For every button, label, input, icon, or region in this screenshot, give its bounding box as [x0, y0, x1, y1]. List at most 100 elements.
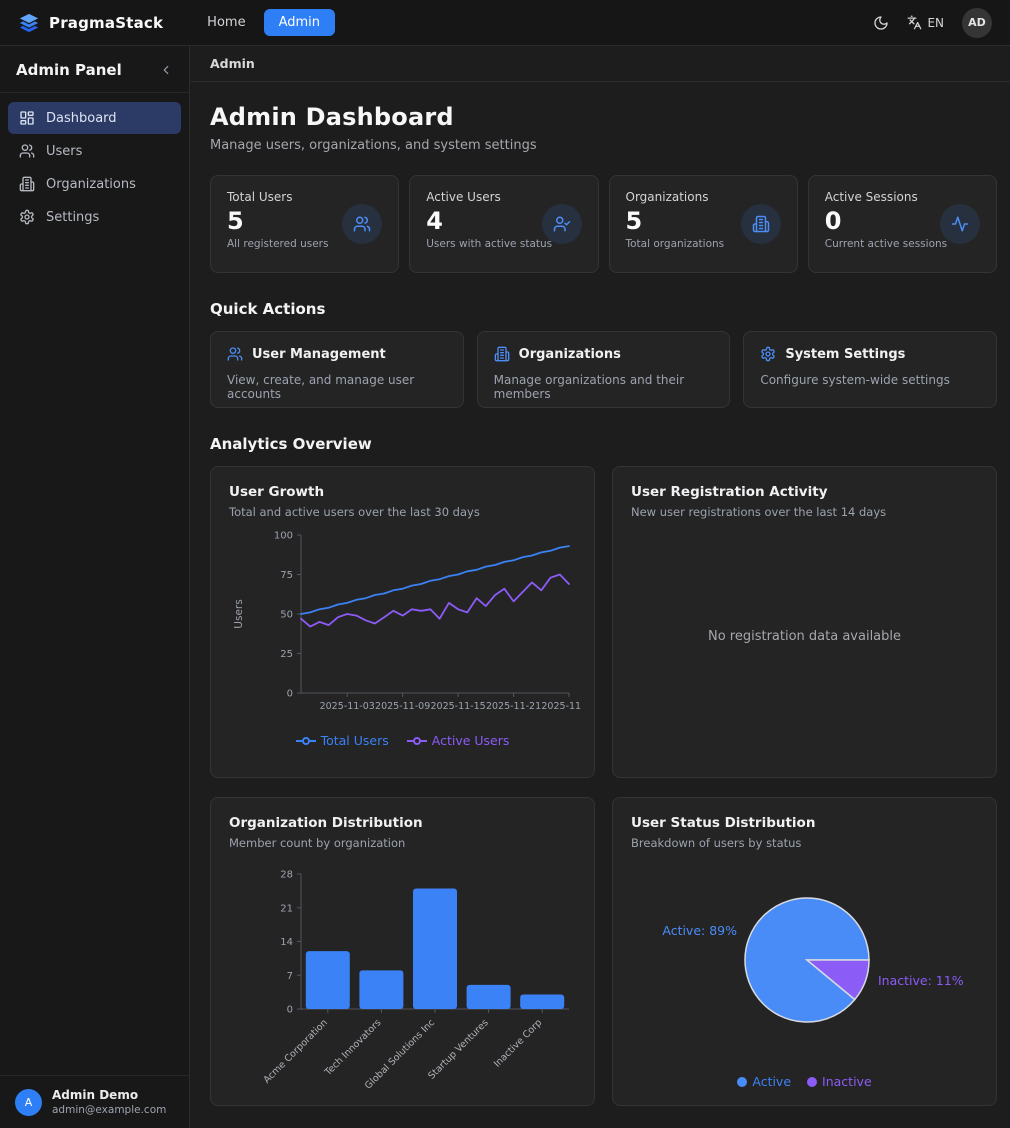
stat-value: 5	[227, 207, 244, 235]
action-card-organizations[interactable]: Organizations Manage organizations and t…	[476, 331, 731, 408]
stat-label: Organizations	[625, 190, 709, 204]
sidebar-item-label: Organizations	[46, 176, 136, 192]
stat-description: All registered users	[227, 238, 329, 250]
moon-icon	[873, 15, 889, 31]
brand-name: PragmaStack	[49, 13, 164, 32]
stat-value: 4	[426, 207, 443, 235]
svg-text:14: 14	[280, 937, 293, 948]
building-icon	[19, 176, 35, 192]
svg-text:21: 21	[280, 903, 293, 914]
building-icon	[494, 346, 510, 362]
theme-toggle-button[interactable]	[873, 15, 889, 31]
svg-text:2025-11-27: 2025-11-27	[541, 701, 581, 712]
stat-card-active-sessions: Active Sessions 0 Current active session…	[807, 175, 997, 273]
svg-text:2025-11-21: 2025-11-21	[486, 701, 541, 712]
chart-subtitle: Breakdown of users by status	[631, 836, 802, 850]
breadcrumb-bar: Admin	[190, 46, 1010, 82]
sidebar-item-dashboard[interactable]: Dashboard	[8, 102, 181, 134]
action-description: Configure system-wide settings	[760, 373, 950, 387]
users-icon	[19, 143, 35, 159]
top-navbar: PragmaStack Home Admin EN AD	[0, 0, 1010, 46]
stat-card-active-users: Active Users 4 Users with active status	[409, 175, 599, 273]
stat-value: 0	[824, 207, 842, 235]
stat-value: 5	[625, 207, 643, 235]
legend-item-total-users[interactable]: Total Users	[295, 733, 389, 748]
legend-item-active[interactable]: Active	[737, 1074, 791, 1089]
user-growth-chart: 0 25 50 75 100 2025-11-03 2025-11-09 2025-11-15…	[229, 529, 594, 721]
pie-chart-svg: Active: 89% Inactive: 11%	[662, 897, 964, 1023]
stat-description: Users with active status	[426, 238, 553, 250]
sidebar-item-label: Settings	[46, 209, 100, 225]
quick-actions-grid: User Management View, create, and manage…	[210, 331, 997, 408]
translate-icon	[907, 15, 922, 30]
user-status-card: User Status Distribution Breakdown of us…	[612, 797, 997, 1106]
action-card-user-management[interactable]: User Management View, create, and manage…	[210, 331, 464, 408]
svg-text:Users: Users	[233, 599, 245, 628]
language-label: EN	[927, 15, 944, 30]
action-description: View, create, and manage user accounts	[227, 373, 415, 401]
users-icon	[227, 346, 243, 362]
breadcrumb[interactable]: Admin	[210, 56, 255, 71]
svg-text:75: 75	[280, 570, 293, 581]
page-title: Admin Dashboard	[210, 103, 454, 131]
sidebar-title: Admin Panel	[16, 61, 122, 79]
logo-layers-icon	[18, 12, 40, 34]
activity-icon	[940, 204, 980, 244]
line-chart-legend: Total Users Active Users	[229, 733, 576, 748]
brand[interactable]: PragmaStack	[18, 12, 163, 34]
bar	[359, 970, 404, 1009]
user-status-pie-chart: Active: 89% Inactive: 11%	[631, 854, 978, 1072]
admin-sidebar: Admin Panel Dashboard Users	[0, 46, 190, 1128]
pie-label-inactive: Inactive: 11%	[878, 973, 964, 988]
sidebar-user-card[interactable]: A Admin Demo admin@example.com	[0, 1075, 189, 1128]
sidebar-item-users[interactable]: Users	[8, 135, 181, 167]
user-email: admin@example.com	[52, 1104, 167, 1116]
legend-dot-icon	[737, 1076, 748, 1087]
svg-text:0: 0	[287, 689, 293, 700]
legend-item-active-users[interactable]: Active Users	[406, 733, 509, 748]
stat-card-total-users: Total Users 5 All registered users	[210, 175, 400, 273]
line-legend-marker-icon	[295, 736, 316, 745]
svg-text:2025-11-03: 2025-11-03	[320, 701, 375, 712]
org-distribution-chart: 0 7 14 21 28 Acme Corporation Tech Innovators G…	[229, 860, 576, 1102]
bar	[520, 994, 565, 1009]
user-growth-card: User Growth Total and active users over …	[210, 466, 595, 778]
sidebar-item-organizations[interactable]: Organizations	[8, 168, 181, 200]
svg-text:Acme Corporation: Acme Corporation	[261, 1017, 329, 1085]
sidebar-nav: Dashboard Users Organizations Settings	[0, 93, 189, 242]
svg-text:2025-11-09: 2025-11-09	[375, 701, 430, 712]
nav-link-admin[interactable]: Admin	[263, 9, 335, 36]
org-distribution-card: Organization Distribution Member count b…	[210, 797, 595, 1106]
action-title: Organizations	[518, 346, 621, 362]
language-selector[interactable]: EN	[907, 15, 944, 30]
stat-label: Total Users	[227, 190, 293, 204]
legend-item-inactive[interactable]: Inactive	[807, 1074, 872, 1089]
svg-text:25: 25	[280, 649, 293, 660]
gear-icon	[19, 209, 35, 225]
action-title: User Management	[252, 346, 386, 362]
chart-title: Organization Distribution	[229, 815, 423, 831]
pie-legend: Active Inactive	[631, 1074, 978, 1089]
chart-subtitle: Total and active users over the last 30 …	[229, 505, 480, 519]
user-avatar-small: A	[15, 1088, 42, 1116]
bar	[305, 951, 350, 1009]
legend-dot-icon	[807, 1076, 818, 1087]
empty-state-message: No registration data available	[707, 629, 902, 644]
user-avatar[interactable]: AD	[962, 7, 992, 38]
user-check-icon	[541, 204, 582, 244]
bar	[413, 888, 457, 1009]
charts-grid: User Growth Total and active users over …	[210, 466, 997, 1106]
chart-subtitle: Member count by organization	[229, 836, 406, 850]
action-card-system-settings[interactable]: System Settings Configure system-wide se…	[743, 331, 997, 408]
stat-description: Current active sessions	[824, 238, 948, 250]
sidebar-item-label: Users	[46, 143, 83, 159]
svg-text:7: 7	[287, 971, 293, 982]
chart-title: User Status Distribution	[631, 815, 816, 831]
sidebar-item-settings[interactable]: Settings	[8, 201, 181, 233]
navbar-right: EN AD	[873, 7, 992, 38]
sidebar-collapse-button[interactable]	[159, 63, 173, 77]
nav-link-home[interactable]: Home	[207, 15, 246, 30]
series-line	[300, 573, 570, 628]
page-subtitle: Manage users, organizations, and system …	[210, 138, 537, 153]
